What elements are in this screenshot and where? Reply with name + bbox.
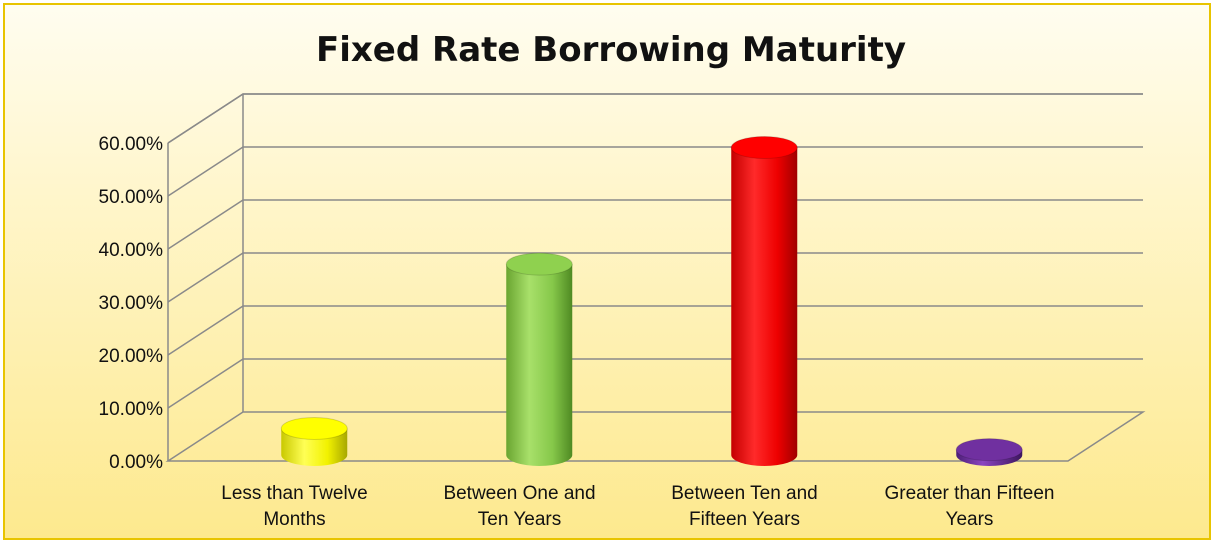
bar — [730, 136, 798, 466]
x-category-label: Months — [263, 509, 325, 530]
x-category-label: Greater than Fifteen — [884, 483, 1054, 504]
x-category-label: Ten Years — [478, 509, 561, 530]
x-category-label: Fifteen Years — [689, 509, 800, 530]
chart-walls — [165, 94, 1146, 462]
chart-title: Fixed Rate Borrowing Maturity — [316, 30, 906, 70]
bar-body — [731, 147, 798, 466]
bar-body — [506, 264, 573, 466]
bars — [280, 136, 1023, 466]
gridline — [167, 146, 1143, 197]
y-tick-label: 50.00% — [99, 187, 164, 208]
bar-top — [730, 136, 798, 160]
gridline — [167, 93, 1143, 144]
x-category-label: Between Ten and — [671, 483, 818, 504]
y-tick-label: 30.00% — [99, 293, 164, 314]
y-tick-label: 40.00% — [99, 240, 164, 261]
y-tick-label: 20.00% — [99, 346, 164, 367]
y-axis-tick-labels: 0.00% 10.00% 20.00% 30.00% 40.00% 50.00% 60.00… — [99, 134, 164, 473]
y-tick-label: 60.00% — [99, 134, 164, 155]
gridlines — [167, 93, 1143, 409]
bar-top — [505, 252, 573, 276]
bar — [505, 252, 573, 466]
gridline-spacer — [168, 94, 1143, 143]
gridline — [167, 305, 1143, 356]
y-tick-label: 10.00% — [99, 399, 164, 420]
gridline — [167, 358, 1143, 409]
gridline-top — [167, 93, 1143, 144]
x-axis-category-labels: Less than Twelve Months Between One and Ten… — [221, 483, 1054, 530]
chart-frame: Fixed Rate Borrowing Maturity 0.00% 10.00… — [3, 3, 1211, 540]
bar-top — [955, 438, 1023, 462]
x-category-label: Between One and — [443, 483, 595, 504]
bar-chart: Fixed Rate Borrowing Maturity 0.00% 10.00… — [99, 30, 1146, 530]
bar — [280, 416, 348, 466]
y-tick-label: 0.00% — [109, 452, 163, 473]
x-category-label: Years — [946, 509, 994, 530]
bar — [955, 438, 1023, 466]
x-category-label: Less than Twelve — [221, 483, 367, 504]
gridline — [167, 199, 1143, 250]
gridline — [167, 252, 1143, 303]
bar-top — [280, 416, 348, 440]
